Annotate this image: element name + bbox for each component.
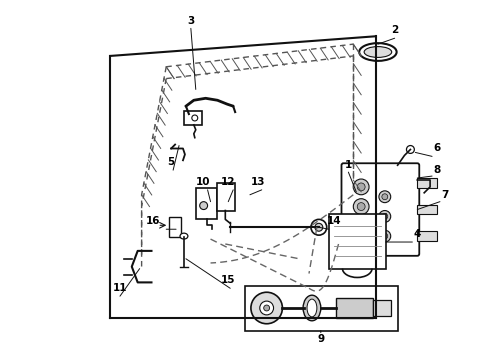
Text: 1: 1 xyxy=(345,160,352,170)
Bar xyxy=(218,183,235,211)
Circle shape xyxy=(357,203,365,211)
Circle shape xyxy=(379,230,391,242)
Text: 7: 7 xyxy=(441,190,448,200)
Text: 6: 6 xyxy=(433,144,441,153)
Circle shape xyxy=(251,292,282,324)
Circle shape xyxy=(382,194,388,200)
Bar xyxy=(169,217,181,237)
Bar xyxy=(373,300,391,316)
Text: 9: 9 xyxy=(317,334,324,345)
Circle shape xyxy=(379,191,391,203)
Text: 3: 3 xyxy=(187,15,195,26)
Text: 16: 16 xyxy=(146,216,161,226)
Bar xyxy=(336,298,373,318)
Ellipse shape xyxy=(180,233,188,239)
Bar xyxy=(329,215,386,269)
Text: 4: 4 xyxy=(414,229,421,239)
Ellipse shape xyxy=(303,295,321,321)
Bar xyxy=(245,286,397,330)
Circle shape xyxy=(192,115,198,121)
Ellipse shape xyxy=(364,46,392,58)
Ellipse shape xyxy=(359,43,396,61)
Circle shape xyxy=(357,222,365,230)
Text: 13: 13 xyxy=(250,177,265,187)
Circle shape xyxy=(357,183,365,191)
Circle shape xyxy=(353,219,369,234)
Text: 12: 12 xyxy=(221,177,236,187)
Text: 2: 2 xyxy=(391,25,398,35)
Circle shape xyxy=(315,223,323,231)
Bar xyxy=(417,178,437,188)
Circle shape xyxy=(407,145,415,153)
Text: 5: 5 xyxy=(168,157,175,167)
Bar xyxy=(417,231,437,241)
Text: 11: 11 xyxy=(113,283,127,293)
Circle shape xyxy=(379,211,391,222)
Text: 8: 8 xyxy=(433,165,441,175)
Circle shape xyxy=(311,219,327,235)
Circle shape xyxy=(353,179,369,195)
Circle shape xyxy=(382,213,388,219)
Text: 14: 14 xyxy=(327,216,342,226)
Text: 10: 10 xyxy=(196,177,210,187)
Bar xyxy=(184,111,202,125)
Circle shape xyxy=(200,202,208,210)
Bar xyxy=(196,188,218,219)
Circle shape xyxy=(264,305,270,311)
Circle shape xyxy=(382,233,388,239)
Ellipse shape xyxy=(307,299,317,317)
Text: 15: 15 xyxy=(221,275,236,285)
Circle shape xyxy=(353,199,369,215)
FancyBboxPatch shape xyxy=(342,163,419,256)
Bar xyxy=(417,204,437,215)
Circle shape xyxy=(260,301,273,315)
